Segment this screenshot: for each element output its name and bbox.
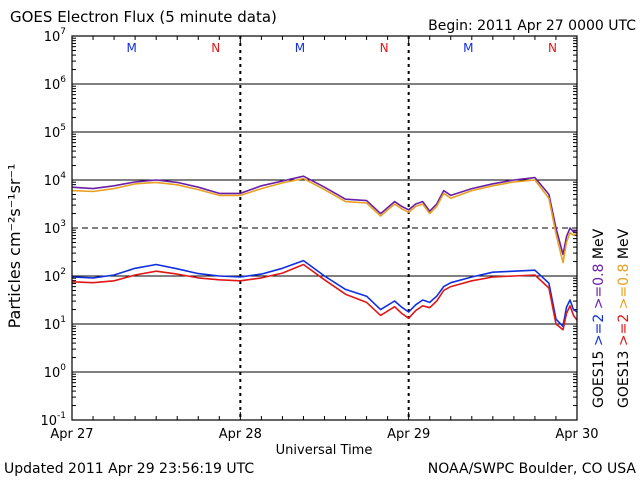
y-tick-label: 100 [44,363,67,381]
y-tick-label: 102 [44,267,66,285]
series-line-goes15-2-mev [71,259,578,328]
marker-n: N [380,41,389,55]
y-axis-label: Particles cm⁻²s⁻¹sr⁻¹ [5,164,24,329]
y-tick-label: 103 [44,219,66,237]
plot-frame [71,35,578,421]
marker-m: M [295,41,305,55]
marker-m: M [463,41,473,55]
legend-goes15: GOES15 >=2 >=0.8 MeV [591,228,607,408]
x-tick-label: Apr 29 [387,427,430,442]
begin-time: Begin: 2011 Apr 27 0000 UTC [428,18,636,34]
series-line-goes13-0-8-mev [71,177,578,264]
updated-time: Updated 2011 Apr 29 23:56:19 UTC [4,461,254,477]
credit-text: NOAA/SWPC Boulder, CO USA [428,461,637,477]
y-tick-label: 105 [44,123,66,141]
marker-n: N [211,41,220,55]
series-line-goes15-0-8-mev [71,175,578,256]
marker-n: N [548,41,557,55]
y-tick-label: 107 [44,27,66,45]
legend: GOES15 >=2 >=0.8 MeV GOES13 >=2 >=0.8 MeV [591,228,632,408]
y-tick-label: 101 [44,315,66,333]
x-tick-label: Apr 27 [50,427,93,442]
x-tick-label: Apr 30 [555,427,598,442]
plot-area: M N M N M N 10-1 100 101 102 103 104 105 106 107 Apr 27… [40,27,598,442]
legend-goes13: GOES13 >=2 >=0.8 MeV [616,228,632,408]
x-axis-label: Universal Time [276,443,373,458]
y-tick-label: 104 [44,171,67,189]
chart-title: GOES Electron Flux (5 minute data) [10,8,277,26]
y-tick-label: 106 [44,75,67,93]
y-tick-label: 10-1 [40,411,66,429]
x-tick-label: Apr 28 [219,427,262,442]
series-line-goes13-2-mev [71,263,578,331]
marker-m: M [126,41,136,55]
